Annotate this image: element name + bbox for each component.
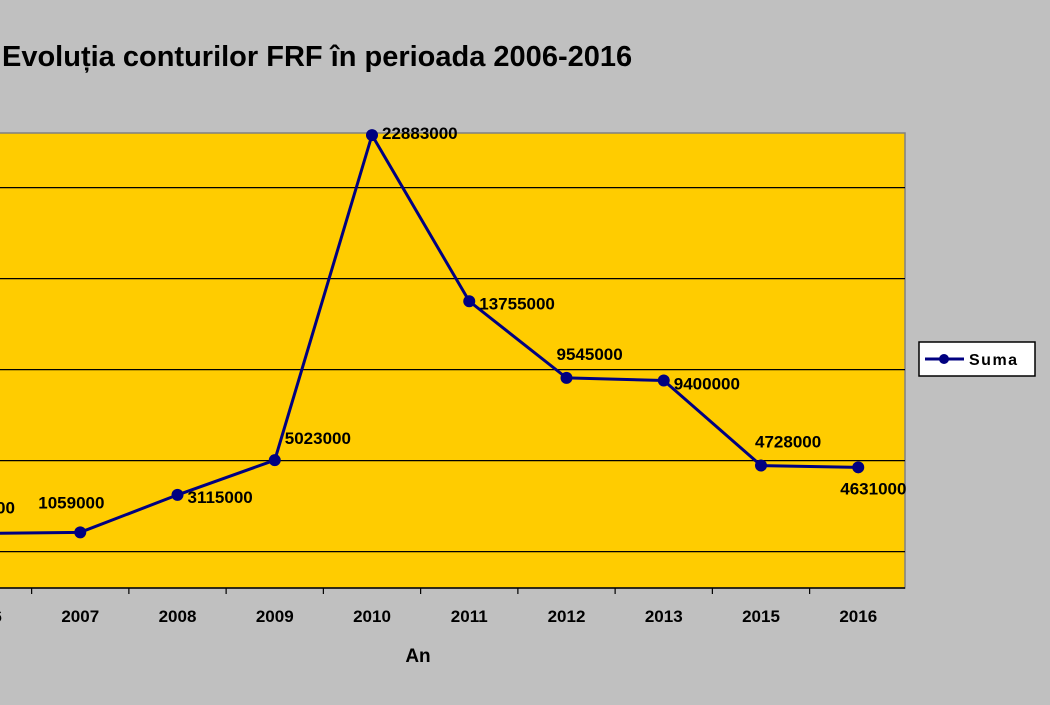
data-label: 9400000 [674, 375, 740, 394]
x-axis: 2006 2007 2008 2009 2010 2011 2012 2013 2015 2016 [0, 587, 905, 626]
data-point [171, 488, 184, 501]
data-label: 4631000 [840, 479, 906, 498]
data-point [463, 295, 476, 308]
x-tick-label: 2010 [353, 607, 391, 626]
x-tick-label: 2009 [256, 607, 294, 626]
data-point [74, 526, 87, 539]
legend-marker [939, 354, 949, 364]
series-suma [0, 129, 865, 539]
x-tick-label: 2012 [548, 607, 586, 626]
data-point [268, 454, 281, 467]
data-label: 4728000 [755, 433, 821, 452]
x-tick-label: 2008 [159, 607, 197, 626]
data-point [560, 371, 573, 384]
data-label: 9545000 [557, 345, 623, 364]
data-point [755, 459, 767, 472]
x-tick-label: 2011 [451, 607, 488, 626]
legend: Suma [918, 341, 1036, 377]
data-point [657, 374, 670, 387]
data-label: 1059000 [38, 493, 104, 512]
x-tick-label: 2016 [839, 607, 877, 626]
data-label: 5023000 [285, 429, 351, 448]
x-tick-label: 2015 [742, 607, 780, 626]
data-labels: 00 1059000 3115000 5023000 22883000 13755000 9… [0, 124, 906, 517]
series-line-suma [0, 133, 859, 535]
x-axis-label: An [405, 646, 430, 667]
data-label: 13755000 [479, 294, 555, 313]
data-label: 3115000 [188, 488, 253, 507]
data-label: 00 [0, 498, 15, 517]
x-tick-label: 2013 [645, 607, 683, 626]
x-tick-label: 2006 [0, 607, 2, 626]
chart-title: Evoluția conturilor FRF în perioada 2006… [2, 41, 632, 73]
gridlines [0, 187, 905, 553]
data-point [366, 129, 378, 142]
plot-area [0, 132, 906, 589]
x-tick-label: 2007 [61, 607, 99, 626]
legend-label-suma: Suma [969, 352, 1019, 369]
data-point [852, 461, 865, 474]
data-label: 22883000 [382, 124, 458, 143]
